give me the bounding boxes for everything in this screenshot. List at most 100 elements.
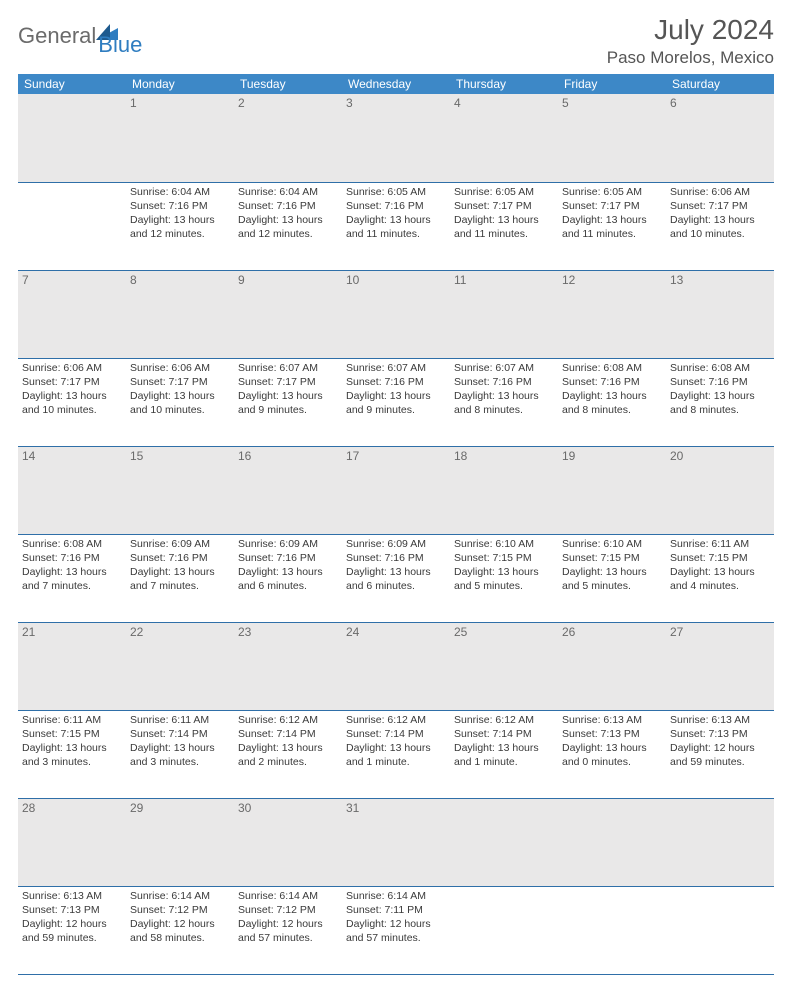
- weekday-header: Thursday: [450, 74, 558, 94]
- day-cell: [18, 182, 126, 270]
- day-number-row: 123456: [18, 94, 774, 182]
- weekday-header: Sunday: [18, 74, 126, 94]
- day-cell: Sunrise: 6:05 AMSunset: 7:16 PMDaylight:…: [342, 182, 450, 270]
- day-cell: Sunrise: 6:06 AMSunset: 7:17 PMDaylight:…: [126, 358, 234, 446]
- day-content-row: Sunrise: 6:13 AMSunset: 7:13 PMDaylight:…: [18, 886, 774, 974]
- day-details: Sunrise: 6:07 AMSunset: 7:16 PMDaylight:…: [454, 361, 554, 418]
- day-details: Sunrise: 6:04 AMSunset: 7:16 PMDaylight:…: [130, 185, 230, 242]
- day-cell: Sunrise: 6:08 AMSunset: 7:16 PMDaylight:…: [18, 534, 126, 622]
- day-cell: Sunrise: 6:12 AMSunset: 7:14 PMDaylight:…: [234, 710, 342, 798]
- day-details: Sunrise: 6:05 AMSunset: 7:17 PMDaylight:…: [454, 185, 554, 242]
- day-number: 7: [18, 270, 126, 358]
- day-details: Sunrise: 6:09 AMSunset: 7:16 PMDaylight:…: [346, 537, 446, 594]
- day-cell: Sunrise: 6:06 AMSunset: 7:17 PMDaylight:…: [18, 358, 126, 446]
- day-number: 9: [234, 270, 342, 358]
- day-details: Sunrise: 6:06 AMSunset: 7:17 PMDaylight:…: [670, 185, 770, 242]
- day-cell: Sunrise: 6:09 AMSunset: 7:16 PMDaylight:…: [126, 534, 234, 622]
- day-cell: Sunrise: 6:10 AMSunset: 7:15 PMDaylight:…: [558, 534, 666, 622]
- day-cell: Sunrise: 6:11 AMSunset: 7:14 PMDaylight:…: [126, 710, 234, 798]
- day-content-row: Sunrise: 6:06 AMSunset: 7:17 PMDaylight:…: [18, 358, 774, 446]
- calendar-body: 123456Sunrise: 6:04 AMSunset: 7:16 PMDay…: [18, 94, 774, 974]
- day-number: 24: [342, 622, 450, 710]
- day-number: 11: [450, 270, 558, 358]
- day-cell: Sunrise: 6:13 AMSunset: 7:13 PMDaylight:…: [18, 886, 126, 974]
- day-cell: Sunrise: 6:04 AMSunset: 7:16 PMDaylight:…: [126, 182, 234, 270]
- day-details: Sunrise: 6:12 AMSunset: 7:14 PMDaylight:…: [238, 713, 338, 770]
- day-details: Sunrise: 6:08 AMSunset: 7:16 PMDaylight:…: [22, 537, 122, 594]
- day-details: Sunrise: 6:04 AMSunset: 7:16 PMDaylight:…: [238, 185, 338, 242]
- day-number: 23: [234, 622, 342, 710]
- day-details: Sunrise: 6:07 AMSunset: 7:16 PMDaylight:…: [346, 361, 446, 418]
- day-number: 28: [18, 798, 126, 886]
- brand-blue: Blue: [98, 14, 142, 58]
- day-details: Sunrise: 6:05 AMSunset: 7:17 PMDaylight:…: [562, 185, 662, 242]
- title-block: July 2024 Paso Morelos, Mexico: [607, 14, 774, 68]
- day-details: Sunrise: 6:11 AMSunset: 7:14 PMDaylight:…: [130, 713, 230, 770]
- day-number: 10: [342, 270, 450, 358]
- day-cell: Sunrise: 6:11 AMSunset: 7:15 PMDaylight:…: [666, 534, 774, 622]
- day-number: 16: [234, 446, 342, 534]
- day-number: 12: [558, 270, 666, 358]
- day-number: 5: [558, 94, 666, 182]
- weekday-header: Saturday: [666, 74, 774, 94]
- day-cell: Sunrise: 6:07 AMSunset: 7:16 PMDaylight:…: [450, 358, 558, 446]
- day-cell: Sunrise: 6:04 AMSunset: 7:16 PMDaylight:…: [234, 182, 342, 270]
- month-title: July 2024: [607, 14, 774, 46]
- day-details: Sunrise: 6:07 AMSunset: 7:17 PMDaylight:…: [238, 361, 338, 418]
- day-cell: [666, 886, 774, 974]
- day-number: 3: [342, 94, 450, 182]
- day-number: 29: [126, 798, 234, 886]
- day-number-row: 14151617181920: [18, 446, 774, 534]
- day-details: Sunrise: 6:12 AMSunset: 7:14 PMDaylight:…: [454, 713, 554, 770]
- location: Paso Morelos, Mexico: [607, 48, 774, 68]
- day-content-row: Sunrise: 6:04 AMSunset: 7:16 PMDaylight:…: [18, 182, 774, 270]
- brand-logo: General Blue: [18, 14, 142, 58]
- day-details: Sunrise: 6:10 AMSunset: 7:15 PMDaylight:…: [454, 537, 554, 594]
- day-details: Sunrise: 6:13 AMSunset: 7:13 PMDaylight:…: [562, 713, 662, 770]
- day-number: [666, 798, 774, 886]
- calendar-head: SundayMondayTuesdayWednesdayThursdayFrid…: [18, 74, 774, 94]
- day-number: 19: [558, 446, 666, 534]
- day-cell: Sunrise: 6:09 AMSunset: 7:16 PMDaylight:…: [234, 534, 342, 622]
- weekday-header: Wednesday: [342, 74, 450, 94]
- day-number: 1: [126, 94, 234, 182]
- weekday-header: Monday: [126, 74, 234, 94]
- day-number: 21: [18, 622, 126, 710]
- day-details: Sunrise: 6:14 AMSunset: 7:12 PMDaylight:…: [238, 889, 338, 946]
- day-cell: Sunrise: 6:14 AMSunset: 7:12 PMDaylight:…: [126, 886, 234, 974]
- day-content-row: Sunrise: 6:08 AMSunset: 7:16 PMDaylight:…: [18, 534, 774, 622]
- calendar-table: SundayMondayTuesdayWednesdayThursdayFrid…: [18, 74, 774, 975]
- brand-general: General: [18, 23, 96, 49]
- day-cell: Sunrise: 6:12 AMSunset: 7:14 PMDaylight:…: [450, 710, 558, 798]
- day-details: Sunrise: 6:09 AMSunset: 7:16 PMDaylight:…: [238, 537, 338, 594]
- day-cell: Sunrise: 6:10 AMSunset: 7:15 PMDaylight:…: [450, 534, 558, 622]
- day-number: [18, 94, 126, 182]
- day-number: 14: [18, 446, 126, 534]
- day-number: 15: [126, 446, 234, 534]
- day-number: 4: [450, 94, 558, 182]
- day-cell: Sunrise: 6:09 AMSunset: 7:16 PMDaylight:…: [342, 534, 450, 622]
- day-details: Sunrise: 6:12 AMSunset: 7:14 PMDaylight:…: [346, 713, 446, 770]
- day-cell: [450, 886, 558, 974]
- header: General Blue July 2024 Paso Morelos, Mex…: [18, 14, 774, 68]
- day-number: 25: [450, 622, 558, 710]
- weekday-header: Tuesday: [234, 74, 342, 94]
- day-number: [450, 798, 558, 886]
- day-number: 27: [666, 622, 774, 710]
- day-cell: Sunrise: 6:13 AMSunset: 7:13 PMDaylight:…: [666, 710, 774, 798]
- day-number: 18: [450, 446, 558, 534]
- day-number: 30: [234, 798, 342, 886]
- day-details: Sunrise: 6:06 AMSunset: 7:17 PMDaylight:…: [130, 361, 230, 418]
- day-details: Sunrise: 6:09 AMSunset: 7:16 PMDaylight:…: [130, 537, 230, 594]
- day-number: 8: [126, 270, 234, 358]
- weekday-header: Friday: [558, 74, 666, 94]
- day-cell: Sunrise: 6:08 AMSunset: 7:16 PMDaylight:…: [558, 358, 666, 446]
- day-number: 2: [234, 94, 342, 182]
- calendar-page: General Blue July 2024 Paso Morelos, Mex…: [0, 0, 792, 989]
- day-cell: Sunrise: 6:06 AMSunset: 7:17 PMDaylight:…: [666, 182, 774, 270]
- day-details: Sunrise: 6:08 AMSunset: 7:16 PMDaylight:…: [670, 361, 770, 418]
- day-number-row: 28293031: [18, 798, 774, 886]
- day-details: Sunrise: 6:11 AMSunset: 7:15 PMDaylight:…: [670, 537, 770, 594]
- day-cell: Sunrise: 6:05 AMSunset: 7:17 PMDaylight:…: [558, 182, 666, 270]
- day-number: 13: [666, 270, 774, 358]
